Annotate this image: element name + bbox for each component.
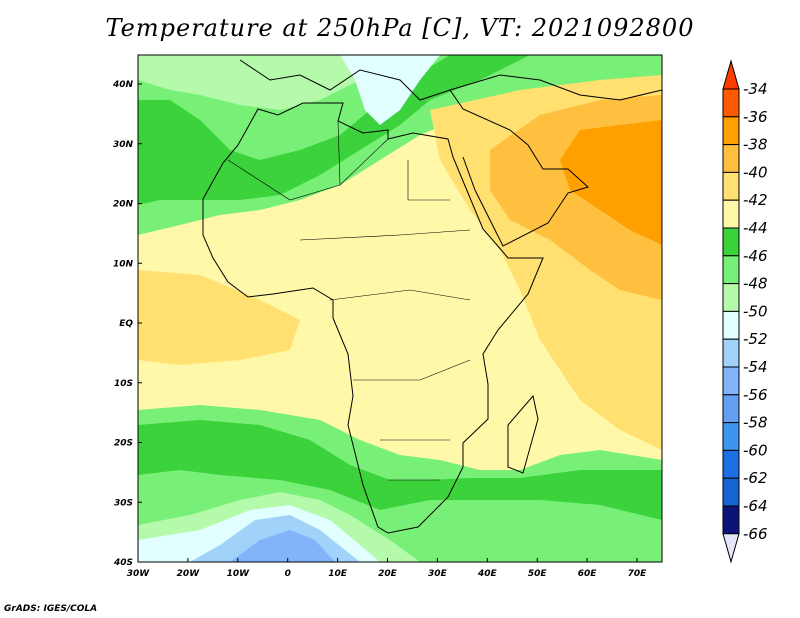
colorbar-swatch: [722, 255, 740, 285]
lat-tick-label: 40N: [112, 80, 134, 90]
colorbar-label: -56: [743, 386, 768, 404]
colorbar-label: -36: [743, 108, 768, 126]
lon-tick-label: 10W: [227, 569, 251, 579]
colorbar-label: -58: [743, 414, 768, 432]
colorbar-label: -66: [743, 525, 768, 543]
band-56-south: [230, 530, 335, 562]
coastlines: [202, 59, 662, 534]
colorbar-bottom-arrow: [722, 533, 740, 564]
colorbar-label: -48: [743, 275, 768, 293]
colorbar-label: -64: [743, 497, 768, 515]
colorbar-label: -54: [743, 358, 768, 376]
band-52-north: [340, 55, 440, 125]
map-frame: [137, 54, 663, 563]
lon-tick-label: 10E: [328, 569, 348, 579]
colorbar-swatch: [722, 283, 740, 312]
band-40-west: [138, 270, 300, 365]
colorbar-label: -50: [743, 302, 768, 320]
plot-title: Temperature at 250hPa [C], VT: 202109280…: [105, 14, 695, 42]
colorbar: -34 -36 -38 -40 -42 -44 -46 -48 -50 -52 -54 -56 -58 -…: [722, 59, 768, 564]
lon-tick-label: 40E: [477, 569, 498, 579]
colorbar-swatch: [722, 422, 740, 451]
lon-tick-label: 30W: [127, 569, 151, 579]
arabia-coastline: [449, 89, 589, 247]
colorbar-swatch: [722, 394, 740, 424]
lat-tick-label: 20N: [113, 200, 134, 210]
colorbar-label: -44: [743, 219, 768, 237]
colorbar-swatch: [722, 338, 740, 368]
colorbar-label: -38: [743, 136, 768, 154]
lon-tick-label: 20W: [177, 569, 201, 579]
lat-tick-label: 30N: [113, 140, 134, 150]
grads-credit: GrADS: IGES/COLA: [4, 604, 98, 614]
band-50-north: [138, 55, 400, 110]
colorbar-top-arrow: [722, 59, 740, 90]
colorbar-label: -60: [743, 441, 768, 459]
lat-tick-label: 30S: [114, 498, 133, 508]
colorbar-swatch: [722, 88, 740, 118]
colorbar-label: -42: [743, 191, 768, 209]
lat-axis: 40N 30N 20N 10N EQ 10S 20S 30S 40S: [112, 80, 142, 568]
band-36-india: [560, 120, 662, 245]
colorbar-swatch: [722, 505, 740, 535]
colorbar-swatch: [722, 366, 740, 396]
lon-tick-label: 0: [285, 569, 291, 579]
lon-tick-label: 30E: [428, 569, 448, 579]
lat-tick-label: 40S: [113, 558, 133, 568]
colorbar-label: -34: [743, 80, 768, 98]
madagascar-coastline: [507, 394, 539, 474]
lon-axis: 30W 20W 10W 0 10E 20E 30E 40E 50E 60E 70E: [127, 558, 647, 579]
colorbar-label: -52: [743, 330, 768, 348]
lon-tick-label: 50E: [528, 569, 548, 579]
lon-tick-label: 70E: [628, 569, 648, 579]
band-46-south: [138, 420, 662, 520]
colorbar-swatch: [722, 477, 740, 507]
colorbar-label: -62: [743, 469, 768, 487]
colorbar-label: -40: [743, 163, 768, 181]
colorbar-swatch: [722, 144, 740, 173]
colorbar-swatch: [722, 449, 740, 479]
lat-tick-label: 10S: [114, 379, 133, 389]
europe-coastline: [239, 59, 662, 101]
colorbar-swatch: [722, 116, 740, 146]
colorbar-label: -46: [743, 247, 768, 265]
lat-tick-label: 10N: [113, 259, 134, 269]
lon-tick-label: 20E: [378, 569, 398, 579]
colorbar-swatch: [722, 227, 740, 257]
colorbar-swatch: [722, 310, 740, 340]
lat-tick-label: 20S: [114, 439, 133, 449]
colorbar-swatch: [722, 171, 740, 201]
lon-tick-label: 60E: [578, 569, 598, 579]
colorbar-swatch: [722, 199, 740, 229]
temperature-field: [138, 55, 662, 562]
lat-tick-label: EQ: [119, 319, 133, 329]
borders: [227, 120, 471, 481]
